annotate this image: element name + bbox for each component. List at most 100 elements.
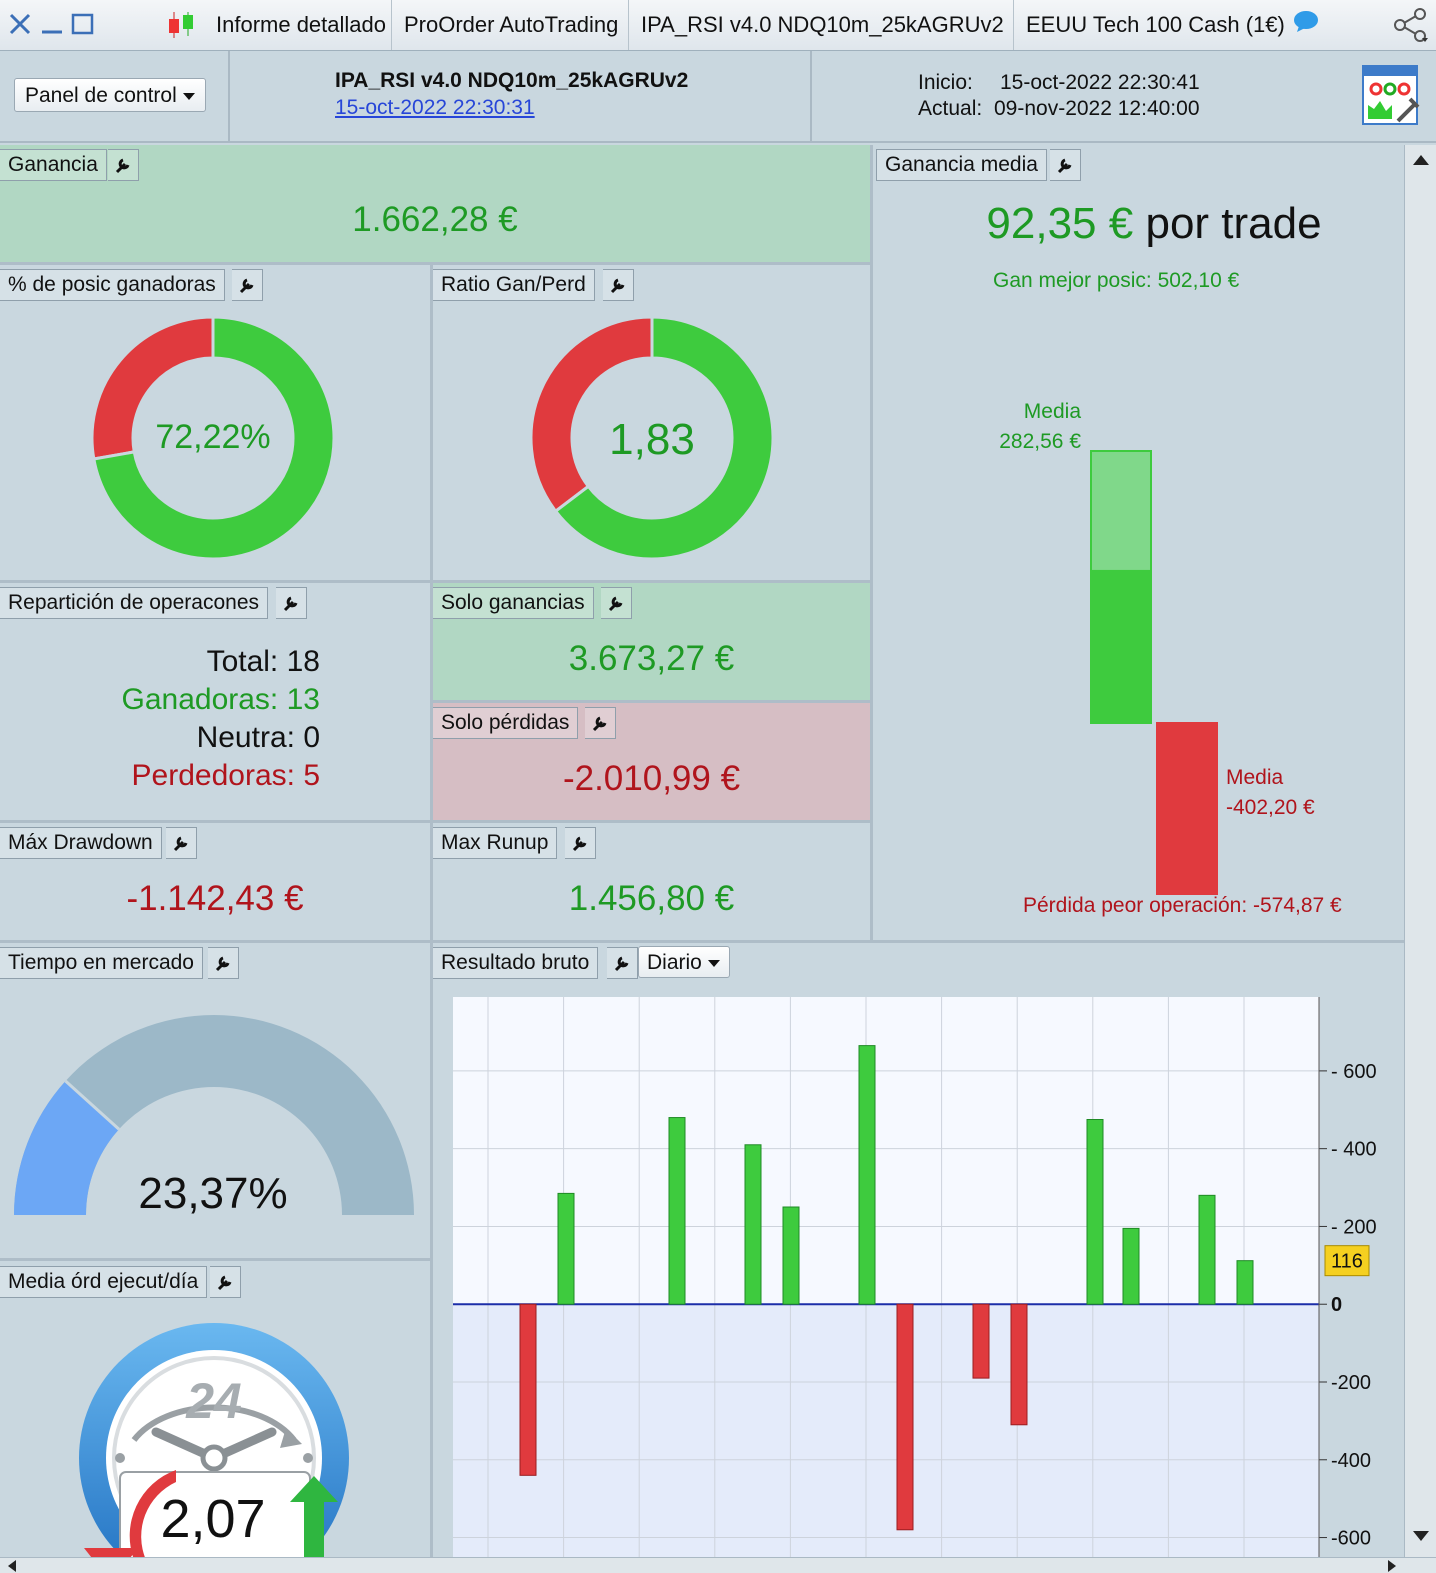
- panel-ratio: Ratio Gan/Perd 1,83: [433, 265, 870, 580]
- ratio-donut: [529, 315, 775, 561]
- solo-perdidas-value: -2.010,99 €: [562, 759, 741, 798]
- tab-proorder[interactable]: ProOrder AutoTrading: [391, 0, 618, 50]
- result-bar[interactable]: [668, 1117, 686, 1305]
- panel-reparticion: Repartición de operacones Total: 18 Gana…: [0, 583, 430, 820]
- result-bar[interactable]: [782, 1206, 800, 1305]
- share-icon[interactable]: [1392, 8, 1432, 49]
- panel-tiempo: Tiempo en mercado 23,37%: [0, 943, 430, 1258]
- wrench-icon[interactable]: [208, 947, 239, 979]
- win-row: Ganadoras: 13: [0, 681, 321, 719]
- current-label: Actual:: [918, 97, 983, 120]
- result-bar[interactable]: [858, 1045, 876, 1305]
- avg-win-label: Media: [1023, 400, 1081, 423]
- result-bar[interactable]: [972, 1303, 990, 1379]
- wrench-icon[interactable]: [1050, 149, 1081, 181]
- strategy-date-link[interactable]: 15-oct-2022 22:30:31: [335, 96, 535, 119]
- neutral-row: Neutra: 0: [0, 719, 320, 757]
- scroll-right-icon[interactable]: [1388, 1560, 1396, 1572]
- maximize-icon[interactable]: [71, 12, 95, 41]
- pct-donut: [90, 315, 336, 561]
- tab-informe-detallado[interactable]: Informe detallado: [216, 12, 386, 37]
- scroll-down-icon[interactable]: [1413, 1531, 1429, 1541]
- panel-pct-ganadoras: % de posic ganadoras 72,22%: [0, 265, 430, 580]
- panel-runup: Max Runup 1.456,80 €: [433, 823, 870, 940]
- close-icon[interactable]: [8, 12, 32, 41]
- panel-ratio-title: Ratio Gan/Perd: [433, 269, 595, 301]
- tab-strategy[interactable]: IPA_RSI v4.0 NDQ10m_25kAGRUv2: [628, 0, 1004, 50]
- horizontal-scrollbar[interactable]: [0, 1557, 1436, 1573]
- result-bar[interactable]: [1010, 1303, 1028, 1426]
- pct-value: 72,22%: [155, 418, 271, 456]
- panel-resultado-bruto: Resultado bruto Diario - 600- 400- 200 0-…: [433, 943, 1404, 1557]
- ratio-donut-win-segment: [553, 315, 775, 561]
- period-dropdown[interactable]: Diario: [638, 946, 730, 978]
- total-label: Total:: [206, 645, 279, 678]
- y-tick-label: - 600: [1331, 1061, 1377, 1083]
- last-value-marker: [1324, 1245, 1370, 1277]
- result-bar[interactable]: [1236, 1260, 1254, 1305]
- panel-tiempo-title: Tiempo en mercado: [0, 947, 203, 979]
- total-value: 18: [286, 645, 320, 678]
- start-label: Inicio:: [918, 71, 973, 94]
- neutral-value: 0: [303, 721, 320, 754]
- panel-control-dropdown[interactable]: Panel de control: [14, 78, 206, 112]
- wrench-icon[interactable]: [232, 269, 263, 301]
- y-tick-label: -600: [1331, 1528, 1371, 1550]
- candlestick-icon: [166, 10, 200, 45]
- result-bar[interactable]: [744, 1144, 762, 1305]
- win-value: 13: [286, 683, 320, 716]
- wrench-icon[interactable]: [210, 1266, 241, 1298]
- period-label: Diario: [647, 951, 702, 974]
- result-bar[interactable]: [1198, 1194, 1216, 1305]
- time-value: 23,37%: [138, 1169, 288, 1218]
- orders-clock-icon: [79, 1323, 349, 1557]
- wrench-icon[interactable]: [276, 587, 307, 619]
- panel-ganancia-media: Ganancia media 92,35 € por trade Gan mej…: [874, 145, 1404, 940]
- drawdown-value: -1.142,43 €: [126, 879, 304, 918]
- panel-ganancia-media-title: Ganancia media: [876, 149, 1047, 181]
- avg-win-bar: [1091, 569, 1151, 723]
- wrench-icon[interactable]: [585, 707, 616, 739]
- panel-solo-ganancias: Solo ganancias 3.673,27 €: [433, 583, 870, 700]
- y-tick-label: - 400: [1331, 1139, 1377, 1161]
- runup-value: 1.456,80 €: [568, 879, 735, 918]
- vertical-scrollbar[interactable]: [1404, 145, 1436, 1557]
- chevron-down-icon: [182, 92, 195, 100]
- wrench-icon[interactable]: [166, 827, 197, 859]
- y-tick-label: -400: [1331, 1450, 1371, 1472]
- avg-trade-value: 92,35 €: [986, 199, 1134, 248]
- wrench-icon[interactable]: [603, 269, 634, 301]
- panel-solo-perdidas-title: Solo pérdidas: [433, 707, 579, 739]
- chat-bubble-icon[interactable]: [1293, 1, 1319, 51]
- panel-ganancia-title: Ganancia: [0, 149, 107, 181]
- tab-instrument[interactable]: EEUU Tech 100 Cash (1€): [1013, 0, 1319, 50]
- gross-result-chart: - 600 - 400 - 200 0 -200 -400 -600 116: [453, 997, 1377, 1557]
- avg-win-value: 282,56 €: [999, 430, 1081, 453]
- scroll-left-icon[interactable]: [8, 1560, 16, 1572]
- strategy-name: IPA_RSI v4.0 NDQ10m_25kAGRUv2: [335, 69, 689, 92]
- loss-label: Perdedoras:: [131, 759, 295, 792]
- result-bar[interactable]: [557, 1192, 575, 1305]
- pct-donut-loss-segment: [90, 315, 215, 461]
- scroll-up-icon[interactable]: [1413, 155, 1429, 165]
- panel-drawdown: Máx Drawdown -1.142,43 €: [0, 823, 430, 940]
- result-bar[interactable]: [1086, 1119, 1104, 1305]
- time-gauge-fill: [14, 1081, 119, 1215]
- minimize-icon[interactable]: [40, 12, 64, 41]
- result-bar[interactable]: [896, 1303, 914, 1531]
- wrench-icon[interactable]: [601, 587, 632, 619]
- panel-ordenes-title: Media órd ejecut/día: [0, 1266, 208, 1298]
- worst-trade-label: Pérdida peor operación: -574,87 €: [1023, 894, 1342, 917]
- solo-ganancias-value: 3.673,27 €: [568, 639, 735, 678]
- chart-positive-area: [453, 997, 1319, 1305]
- result-bar[interactable]: [1122, 1227, 1140, 1305]
- loss-value: 5: [303, 759, 320, 792]
- result-bar[interactable]: [519, 1303, 537, 1476]
- wrench-icon[interactable]: [607, 947, 638, 979]
- wrench-icon[interactable]: [565, 827, 596, 859]
- wrench-icon[interactable]: [108, 149, 139, 181]
- chart-settings-icon[interactable]: [1362, 65, 1420, 132]
- best-trade-label: Gan mejor posic: 502,10 €: [993, 269, 1240, 292]
- panel-solo-perdidas: Solo pérdidas -2.010,99 €: [433, 703, 870, 820]
- report-header: Panel de control IPA_RSI v4.0 NDQ10m_25k…: [0, 51, 1436, 143]
